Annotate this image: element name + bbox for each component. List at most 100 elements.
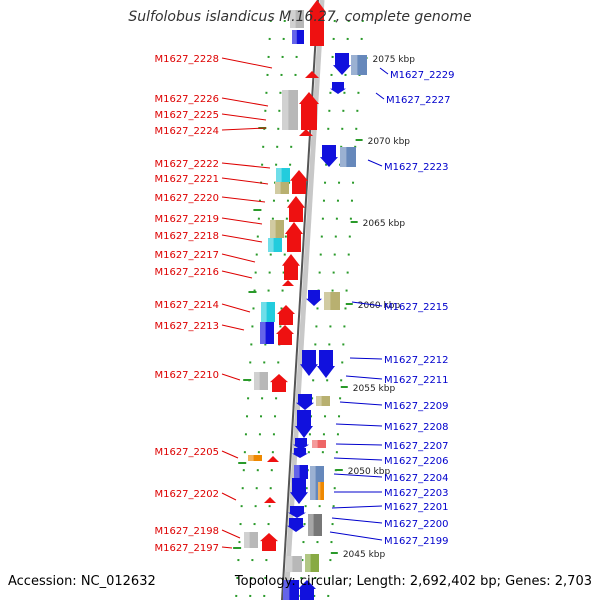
left-leader — [221, 196, 266, 203]
gene-arrow — [299, 92, 319, 130]
gene-arrow — [293, 438, 309, 450]
gene-box — [260, 322, 274, 344]
left-gene-label: M1627_2197 — [154, 543, 219, 554]
gene-box-shine — [254, 372, 260, 390]
gene-box-shine — [351, 55, 358, 75]
gene-box-shine — [340, 147, 347, 167]
right-leader — [331, 517, 383, 524]
gene-arrow — [292, 448, 308, 458]
gene-box — [275, 182, 289, 194]
left-leader — [221, 97, 269, 107]
right-leader — [335, 443, 383, 446]
gene-small-marker — [264, 497, 276, 503]
right-gene-label: M1627_2208 — [384, 422, 449, 433]
left-leader — [221, 113, 267, 121]
gene-box-shine — [270, 220, 276, 238]
gene-box — [268, 238, 282, 252]
right-leader — [331, 505, 383, 509]
gene-box-body — [290, 10, 304, 28]
gene-arrow — [270, 374, 288, 392]
gene-box — [305, 554, 319, 572]
gene-arrow — [276, 325, 294, 345]
gene-box-body — [270, 220, 284, 238]
gene-box — [254, 372, 268, 390]
gene-box-shine — [282, 90, 289, 130]
gene-box-shine — [276, 168, 282, 182]
dot-guide — [235, 19, 272, 599]
gene-arrow — [320, 145, 338, 167]
gene-box-body — [305, 554, 319, 572]
left-leader — [221, 546, 233, 549]
gene-box-shine — [305, 554, 311, 572]
gene-box-body — [351, 55, 367, 75]
left-gene-label: M1627_2202 — [154, 489, 219, 500]
gene-box-shine — [292, 30, 297, 44]
left-leader — [221, 450, 239, 459]
gene-box-body — [248, 455, 262, 461]
gene-box-body — [292, 30, 304, 44]
dot-guide — [299, 19, 336, 599]
left-gene-label: M1627_2219 — [154, 214, 219, 225]
right-leader — [379, 67, 389, 75]
gene-box-body — [316, 396, 330, 406]
left-gene-label: M1627_2220 — [154, 193, 219, 204]
right-leader — [333, 473, 383, 478]
gene-box-shine — [268, 238, 274, 252]
gene-box — [340, 147, 356, 167]
gene-box — [261, 302, 275, 322]
topology-text: Topology: circular; Length: 2,692,402 bp… — [234, 574, 592, 589]
gene-arrow — [300, 350, 318, 376]
gene-box-shine — [310, 466, 316, 500]
right-leader — [339, 401, 383, 406]
left-leader — [221, 127, 267, 131]
gene-box — [286, 556, 302, 572]
gene-box-shine — [294, 465, 300, 479]
right-gene-label: M1627_2201 — [384, 502, 449, 513]
left-gene-label: M1627_2224 — [154, 126, 219, 137]
right-leader — [349, 357, 383, 360]
gene-arrow — [306, 290, 322, 306]
right-leader — [375, 92, 385, 100]
gene-box — [292, 30, 304, 44]
gene-arrow — [298, 580, 316, 600]
left-leader — [221, 270, 253, 279]
dot-guide — [327, 19, 364, 599]
gene-box-shine — [260, 322, 266, 344]
gene-arrow — [285, 222, 303, 252]
left-leader — [221, 492, 237, 501]
right-leader — [333, 457, 383, 461]
gene-box-body — [312, 440, 326, 448]
left-gene-label: M1627_2217 — [154, 250, 219, 261]
backbone-line — [283, 0, 325, 600]
gene-box-body — [244, 532, 258, 548]
right-gene-label: M1627_2227 — [386, 95, 451, 106]
right-gene-label: M1627_2207 — [384, 441, 449, 452]
gene-box-body — [275, 182, 289, 194]
gene-box-body — [294, 465, 308, 479]
dot-guide — [263, 19, 300, 599]
right-gene-label: M1627_2229 — [390, 70, 455, 81]
left-gene-label: M1627_2213 — [154, 321, 219, 332]
gene-box-shine — [312, 440, 318, 448]
gene-arrow — [290, 170, 308, 194]
gene-box-body — [268, 238, 282, 252]
scale-label: 2055 kbp — [353, 384, 396, 394]
gene-small-marker — [267, 456, 279, 462]
gene-arrow — [295, 410, 313, 438]
left-leader — [221, 324, 245, 331]
gene-box-shine — [318, 482, 321, 500]
gene-box — [351, 55, 367, 75]
gene-box-body — [286, 556, 302, 572]
left-leader — [221, 217, 263, 225]
left-gene-label: M1627_2216 — [154, 267, 219, 278]
gene-box — [318, 482, 324, 500]
scale-label: 2065 kbp — [363, 219, 406, 229]
gene-arrow — [296, 394, 314, 410]
gene-box-shine — [261, 302, 267, 322]
gene-arrow — [288, 506, 306, 518]
scale-label: 2045 kbp — [343, 550, 386, 560]
right-gene-label: M1627_2215 — [384, 302, 449, 313]
left-leader — [221, 162, 271, 169]
